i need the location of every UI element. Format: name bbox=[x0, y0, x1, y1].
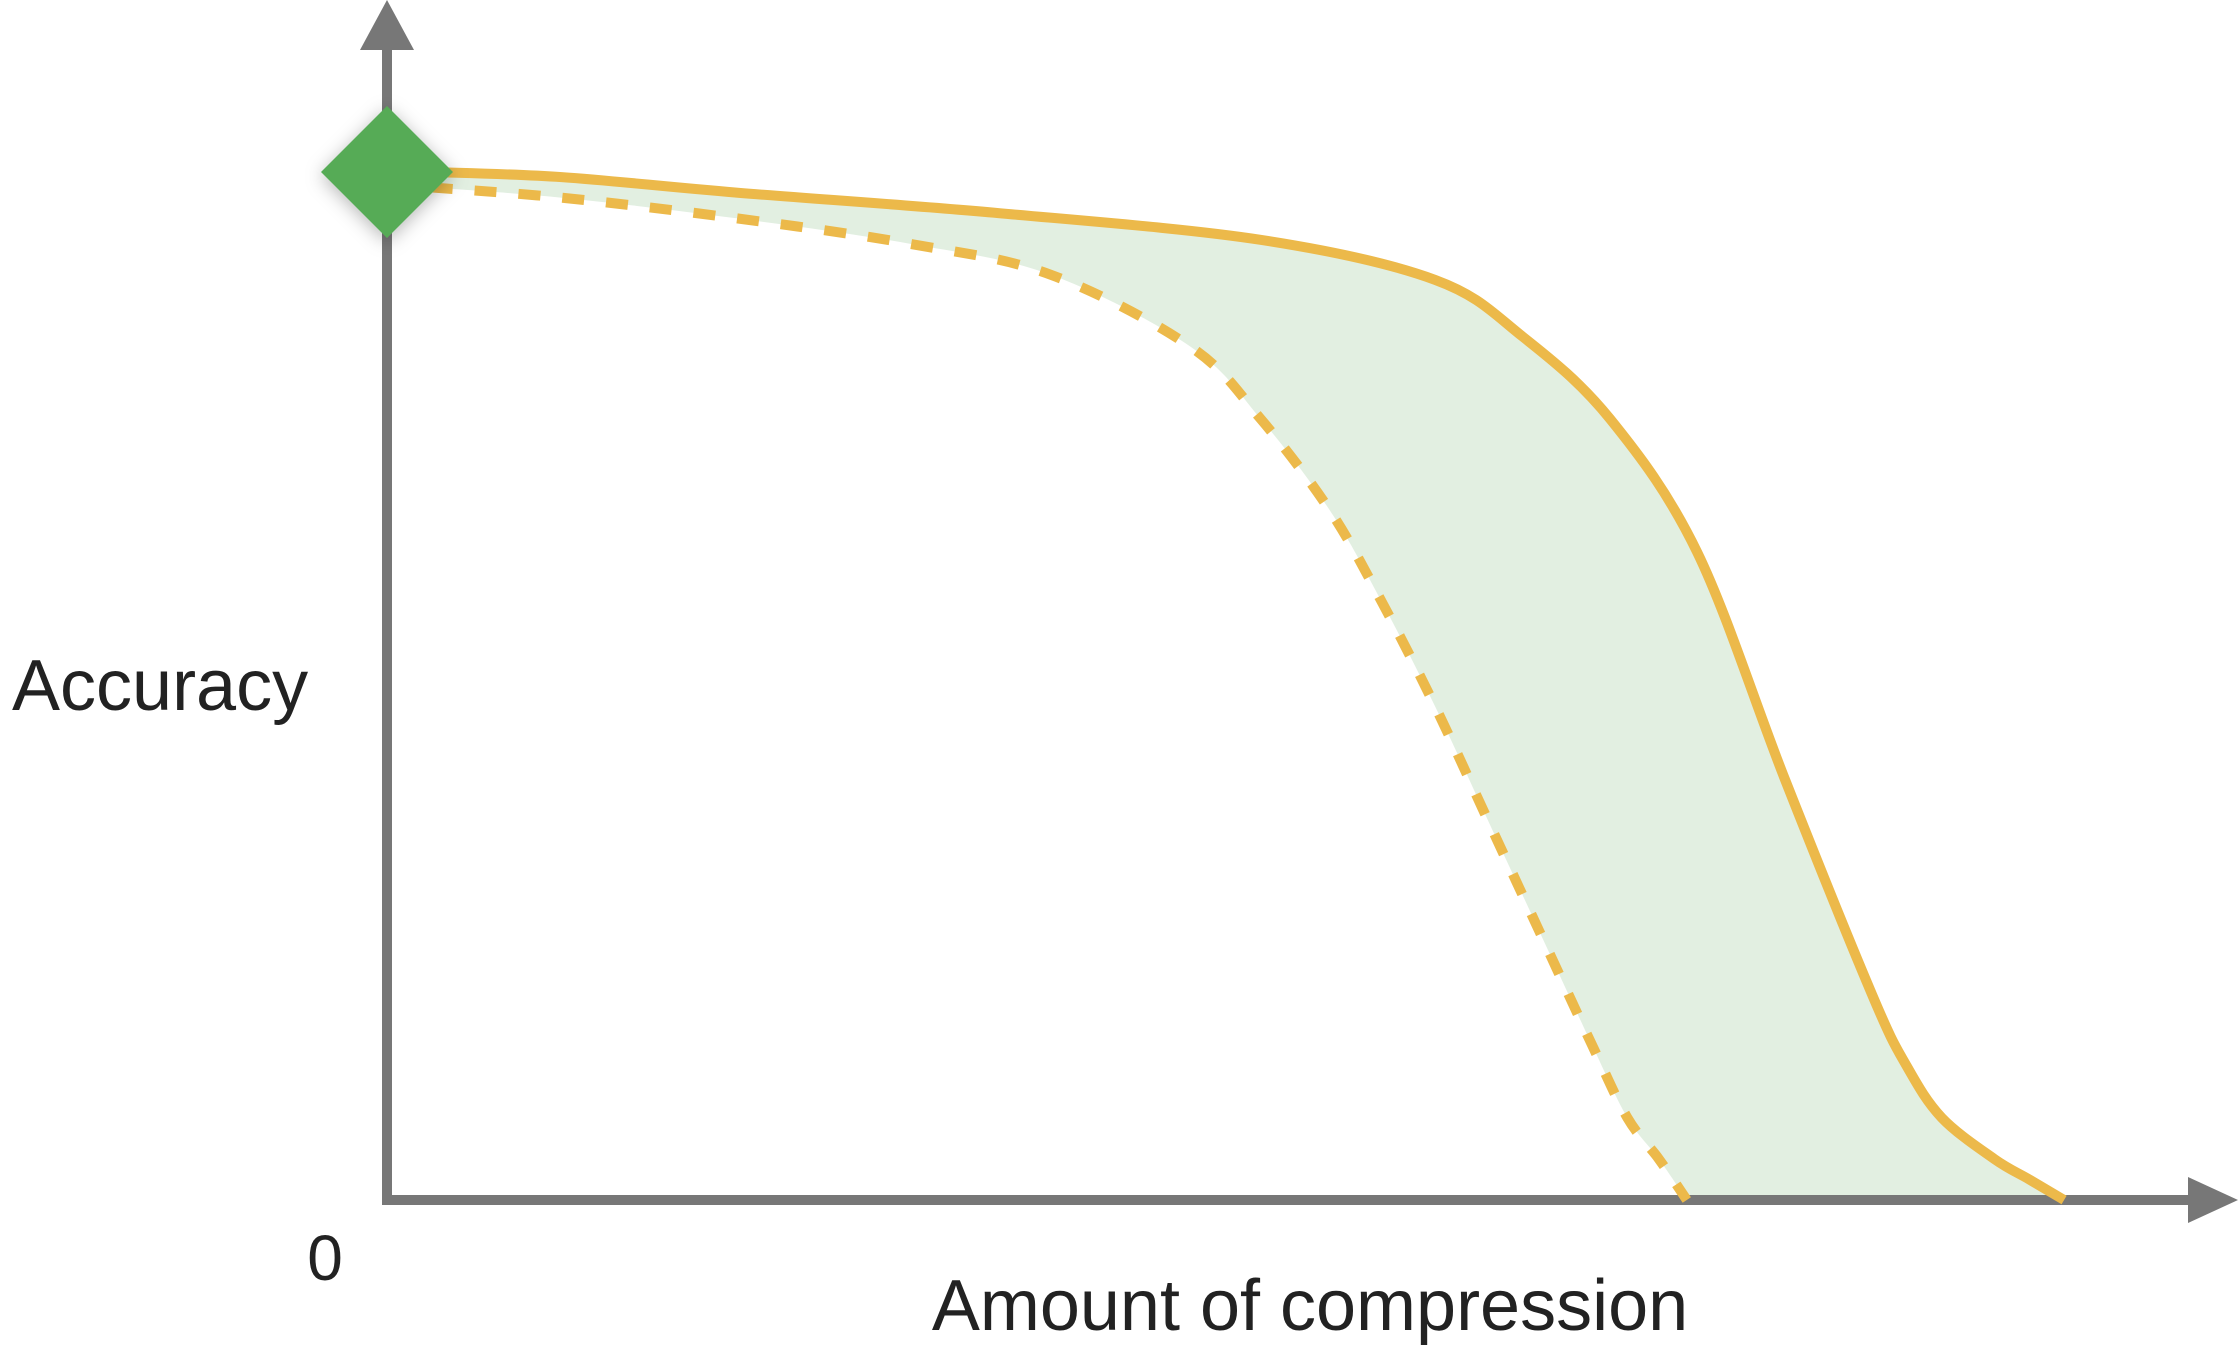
y-axis-arrow-icon bbox=[360, 0, 414, 50]
band-layer bbox=[430, 172, 2065, 1200]
x-axis-label: Amount of compression bbox=[932, 1266, 1688, 1346]
y-axis-label: Accuracy bbox=[12, 646, 308, 726]
lower-curve-line bbox=[430, 182, 1691, 1203]
diamond-marker-icon bbox=[321, 106, 453, 238]
shaded-band bbox=[430, 172, 2065, 1200]
marker-layer bbox=[321, 106, 453, 238]
x-axis-arrow-icon bbox=[2188, 1177, 2238, 1223]
series-layer bbox=[430, 167, 2067, 1205]
upper-curve-line bbox=[430, 167, 2067, 1205]
origin-tick-label: 0 bbox=[307, 1222, 343, 1294]
